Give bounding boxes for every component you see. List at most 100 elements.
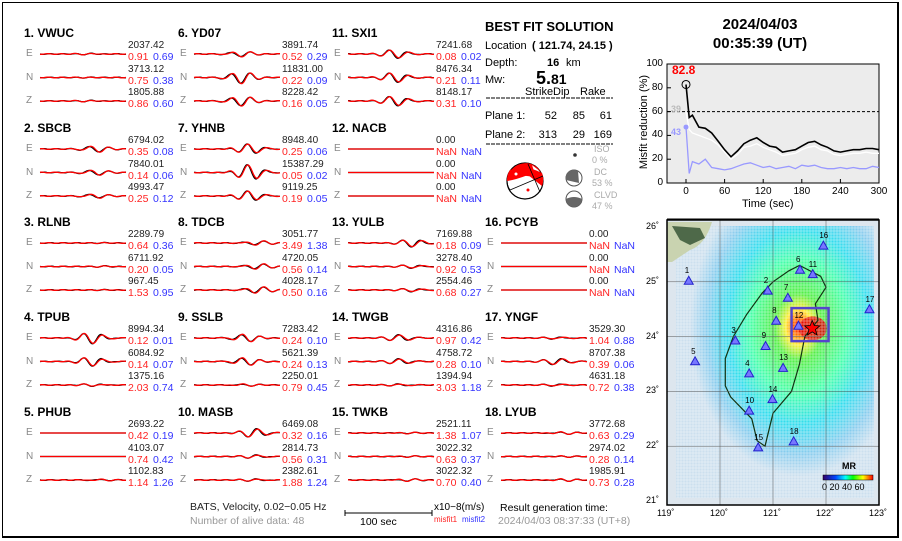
map-frame [666, 219, 880, 506]
peak-amplitude: 2814.73 [282, 442, 319, 454]
station-triangle-icon [752, 441, 764, 452]
y-tick-label: 100 [646, 58, 663, 69]
synthetic-trace [39, 193, 127, 199]
misfit2-value: 1.07 [461, 430, 482, 442]
epicenter-star-icon [803, 319, 821, 336]
unit-label: x10−8(m/s) [434, 502, 485, 513]
peak-amplitude: 2289.79 [128, 229, 165, 240]
misfit1-value: 0.25 [282, 146, 303, 158]
synthetic-trace [193, 478, 281, 482]
component-name: ISO [594, 144, 610, 154]
misfit1-value: 0.75 [128, 74, 149, 87]
lat-tick-label: 24˚ [646, 330, 660, 341]
white-start-label: 39 [671, 104, 682, 114]
station-title: 16. PCYB [485, 215, 539, 229]
misfit2-value: 0.16 [307, 287, 328, 299]
component-label: E [334, 48, 341, 59]
peak-amplitude: 1985.91 [589, 466, 626, 477]
component-label: N [487, 355, 495, 367]
misfit1-value: 0.63 [589, 430, 610, 442]
lat-tick-label: 21˚ [646, 495, 660, 505]
beachball [506, 162, 544, 200]
peak-amplitude: 3022.32 [436, 466, 473, 477]
misfit1-value: 0.97 [436, 335, 457, 347]
synthetic-trace [347, 96, 434, 106]
misfit1-value: 0.32 [282, 430, 303, 442]
component-label: E [26, 48, 33, 59]
solution-title: BEST FIT SOLUTION [485, 19, 614, 34]
synthetic-trace [193, 383, 280, 387]
station-title: 15. TWKB [332, 405, 389, 419]
misfit2-value: 0.07 [153, 358, 174, 371]
peak-amplitude: 1805.88 [128, 87, 165, 98]
synthetic-trace [39, 478, 127, 482]
station-title: 12. NACB [332, 121, 387, 135]
component-label: N [180, 260, 188, 272]
misfit2-value: NaN [614, 240, 636, 252]
lon-tick-label: 121˚ [763, 508, 782, 518]
series-line-2 [685, 127, 880, 174]
colorbar-ticks: 0 20 40 60 [822, 482, 865, 492]
misfit2-value: 0.06 [307, 146, 328, 158]
peak-amplitude: 4316.86 [436, 324, 473, 335]
map-station-label: 17 [865, 294, 875, 304]
misfit1-value: 0.64 [128, 240, 149, 252]
plane-label: Plane 2: [485, 129, 526, 141]
peak-amplitude: 2974.02 [589, 442, 626, 454]
station-triangle-icon [770, 315, 782, 325]
x-tick-label: 240 [832, 186, 849, 197]
misfit1-value: NaN [436, 169, 458, 182]
component-label: Z [487, 474, 494, 485]
misfit2-value: 0.09 [307, 74, 328, 87]
peak-amplitude: 3891.74 [282, 40, 319, 51]
mw-label: Mw: [485, 74, 506, 86]
misfit2-value: 0.10 [461, 358, 482, 371]
peak-amplitude: 0.00 [589, 276, 609, 287]
component-label: Z [180, 379, 187, 390]
lon-tick-label: 119˚ [657, 508, 675, 518]
misfit1-value: 0.50 [282, 287, 303, 299]
peak-amplitude: 4758.72 [436, 347, 473, 359]
plane-value: 52 [544, 110, 557, 122]
misfit2-value: 0.38 [614, 382, 635, 394]
misfit1-value: 0.35 [128, 146, 149, 158]
misfit1-value: 0.91 [128, 51, 149, 63]
peak-amplitude: 0.00 [436, 182, 456, 193]
synthetic-trace [347, 49, 434, 59]
component-label: E [180, 143, 187, 154]
component-label: N [334, 166, 342, 178]
clvd-ball-icon [565, 190, 583, 208]
station-title: 7. YHNB [178, 121, 226, 135]
colorbar-title: MR [842, 461, 856, 471]
misfit1-value: 0.21 [436, 74, 457, 87]
misfit1-value: 0.14 [128, 169, 149, 182]
misfit2-value: NaN [461, 169, 483, 182]
component-label: E [487, 332, 494, 343]
component-label: Z [334, 474, 341, 485]
plane-value: 169 [593, 129, 612, 141]
misfit1-value: 1.38 [436, 430, 457, 442]
scale-label: 100 sec [360, 516, 397, 528]
misfit2-value: 0.10 [307, 335, 328, 347]
peak-amplitude: 1102.83 [128, 466, 164, 477]
peak-amplitude: 8228.42 [282, 87, 319, 98]
component-label: N [26, 71, 34, 83]
station-title: 8. TDCB [178, 215, 225, 229]
misfit1-value: 0.42 [128, 430, 149, 442]
station-triangle-icon [864, 303, 875, 314]
misfit2-value: 1.38 [307, 240, 328, 252]
x-tick-label: 300 [870, 186, 888, 197]
epicenter-box [790, 306, 830, 343]
synthetic-trace [347, 383, 434, 387]
component-label: Z [487, 379, 494, 390]
misfit2-value: NaN [461, 193, 483, 205]
peak-amplitude: 7241.68 [436, 40, 473, 51]
misfit1-value: 0.18 [436, 240, 457, 252]
synthetic-trace [347, 334, 434, 341]
synthetic-trace [500, 336, 588, 340]
station-triangle-icon [807, 268, 819, 279]
synthetic-trace [40, 52, 127, 56]
misfit2-value: 0.13 [307, 358, 328, 371]
y-tick-label: 20 [651, 153, 663, 165]
synthetic-trace [193, 240, 280, 246]
